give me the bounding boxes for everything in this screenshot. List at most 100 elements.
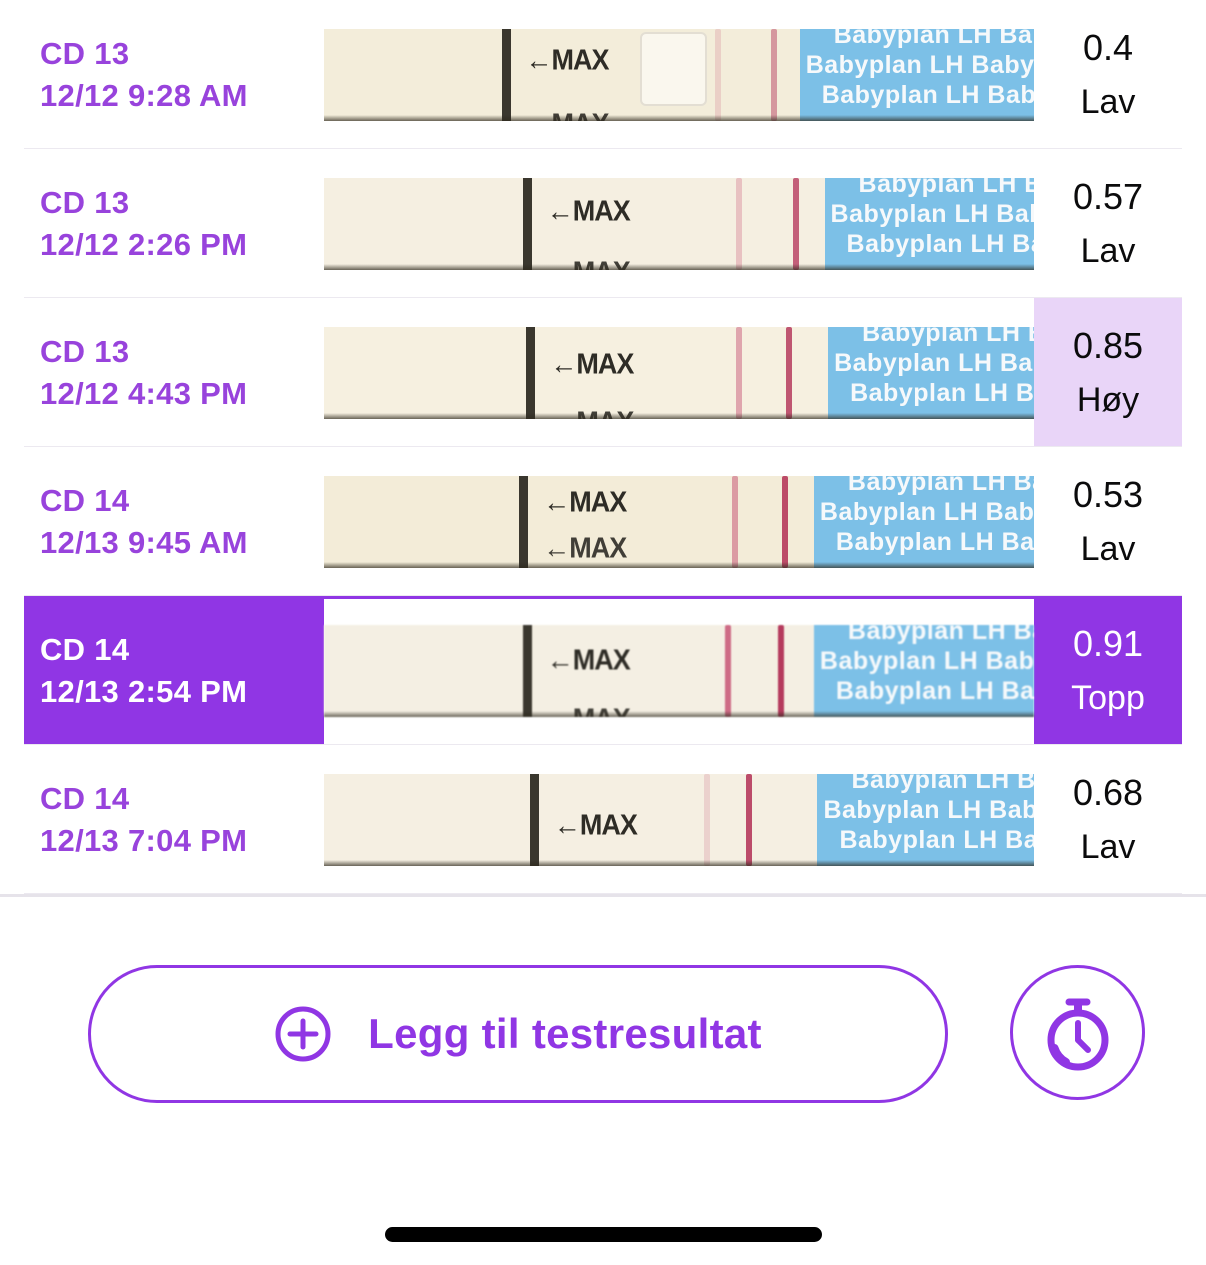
row-date-cell: CD 14 12/13 9:45 AM bbox=[24, 447, 324, 596]
brand-text: Babyplan LH Babyplan bbox=[862, 326, 1034, 347]
row-date-cell: CD 13 12/12 4:43 PM bbox=[24, 298, 324, 447]
control-line bbox=[778, 624, 785, 717]
lh-test-strip: ←MAX ←MAX Babyplan LH Babyplan Babyplan … bbox=[324, 326, 1034, 419]
row-date-cell: CD 14 12/13 2:54 PM bbox=[24, 596, 324, 745]
max-arrow-label: ←MAX bbox=[554, 774, 637, 775]
result-status: Lav bbox=[1080, 828, 1136, 866]
lh-test-strip: ←MAX ←MAX Babyplan LH Babyplan Babyplan … bbox=[324, 177, 1034, 270]
result-value-cell: 0.53 Lav bbox=[1034, 447, 1182, 596]
brand-text: Babyplan LH Babyplan bbox=[834, 348, 1034, 377]
max-arrow-label: ←MAX bbox=[550, 407, 634, 419]
test-line bbox=[703, 773, 710, 866]
result-value-cell: 0.91 Topp bbox=[1034, 596, 1182, 745]
test-strip-photo: ←MAX ←MAX Babyplan LH Babyplan Babyplan … bbox=[324, 0, 1034, 149]
brand-text: Babyplan LH Babyplan bbox=[805, 50, 1034, 79]
datetime-label: 12/13 2:54 PM bbox=[40, 673, 248, 709]
result-value: 0.91 bbox=[1072, 623, 1144, 664]
brand-text: Babyplan LH Babyplan bbox=[847, 475, 1034, 496]
datetime-label: 12/12 2:26 PM bbox=[40, 226, 248, 262]
result-status: Topp bbox=[1071, 679, 1145, 717]
control-line bbox=[792, 177, 799, 270]
brand-text: Babyplan LH Babyplan bbox=[819, 646, 1034, 675]
row-date-cell: CD 13 12/12 2:26 PM bbox=[24, 149, 324, 298]
max-arrow-label: ←MAX bbox=[546, 643, 631, 676]
result-status: Høy bbox=[1076, 381, 1140, 419]
test-line bbox=[714, 28, 721, 121]
max-line-marker bbox=[522, 624, 532, 717]
test-results-list: CD 13 12/12 9:28 AM ←MAX ←MAX Babyplan L… bbox=[0, 0, 1206, 894]
cycle-day-label: CD 13 bbox=[40, 333, 130, 369]
brand-text: Babyplan LH Babyplan bbox=[846, 229, 1034, 258]
max-arrow-label: ←MAX bbox=[543, 485, 627, 518]
brand-text: Babyplan LH Babyplan bbox=[835, 676, 1034, 705]
result-value: 0.68 bbox=[1072, 772, 1144, 813]
max-arrow-label: ←MAX bbox=[543, 531, 627, 564]
test-strip-photo: ←MAX ←MAX Babyplan LH Babyplan Babyplan … bbox=[324, 298, 1034, 447]
max-arrow-label: ←MAX bbox=[553, 809, 638, 842]
brand-text: Babyplan LH Babyplan bbox=[819, 497, 1034, 526]
test-strip-photo: ←MAX ←MAX Babyplan LH Babyplan Babyplan … bbox=[324, 596, 1034, 745]
max-arrow-label: ←MAX bbox=[547, 256, 631, 270]
max-arrow-label: ←MAX bbox=[526, 109, 610, 121]
babyplan-brand-area: Babyplan LH Babyplan Babyplan LH Babypla… bbox=[817, 773, 1034, 866]
add-test-result-button[interactable]: Legg til testresultat bbox=[88, 965, 948, 1103]
result-value: 0.53 bbox=[1072, 474, 1144, 515]
brand-text: Babyplan LH Babyplan bbox=[830, 199, 1034, 228]
lh-test-strip: ←MAX ←MAX Babyplan LH Babyplan Babyplan … bbox=[324, 624, 1034, 717]
babyplan-brand-area: Babyplan LH Babyplan Babyplan LH Babypla… bbox=[813, 475, 1034, 568]
result-value-cell: 0.57 Lav bbox=[1034, 149, 1182, 298]
result-value-cell: 0.68 Lav bbox=[1034, 745, 1182, 894]
lh-test-strip: ←MAX ←MAX Babyplan LH Babyplan Babyplan … bbox=[324, 773, 1034, 866]
brand-text: Babyplan LH Babyplan bbox=[851, 773, 1034, 794]
cycle-day-label: CD 14 bbox=[40, 780, 130, 816]
brand-text: Babyplan LH Babyplan bbox=[821, 80, 1034, 109]
brand-text: Babyplan LH Babyplan bbox=[847, 624, 1034, 645]
max-line-marker bbox=[526, 326, 536, 419]
cycle-day-label: CD 13 bbox=[40, 35, 130, 71]
cycle-day-label: CD 14 bbox=[40, 482, 130, 518]
max-arrow-label: ←MAX bbox=[547, 703, 631, 717]
babyplan-brand-area: Babyplan LH Babyplan Babyplan LH Babypla… bbox=[824, 177, 1034, 270]
max-arrow-label: ←MAX bbox=[525, 44, 610, 76]
max-line-marker bbox=[519, 475, 529, 568]
test-line bbox=[735, 177, 742, 270]
control-line bbox=[785, 326, 792, 419]
list-footer-divider bbox=[0, 894, 1206, 897]
control-line bbox=[746, 773, 753, 866]
test-result-row[interactable]: CD 13 12/12 2:26 PM ←MAX ←MAX Babyplan L… bbox=[0, 149, 1206, 298]
brand-text: Babyplan LH Babyplan bbox=[823, 795, 1034, 824]
home-indicator[interactable] bbox=[385, 1227, 822, 1242]
result-value-cell: 0.4 Lav bbox=[1034, 0, 1182, 149]
test-result-row[interactable]: CD 14 12/13 7:04 PM ←MAX ←MAX Babyplan L… bbox=[0, 745, 1206, 894]
brand-text: Babyplan LH Babyplan bbox=[835, 527, 1034, 556]
test-strip-photo: ←MAX ←MAX Babyplan LH Babyplan Babyplan … bbox=[324, 149, 1034, 298]
cycle-day-label: CD 14 bbox=[40, 631, 130, 667]
plus-circle-icon bbox=[275, 1006, 331, 1062]
test-result-row[interactable]: CD 14 12/13 9:45 AM ←MAX ←MAX Babyplan L… bbox=[0, 447, 1206, 596]
result-status: Lav bbox=[1080, 530, 1136, 568]
datetime-label: 12/12 4:43 PM bbox=[40, 375, 248, 411]
test-result-row[interactable]: CD 13 12/12 9:28 AM ←MAX ←MAX Babyplan L… bbox=[0, 0, 1206, 149]
strip-sticker bbox=[639, 32, 708, 106]
add-test-result-label: Legg til testresultat bbox=[368, 1010, 762, 1057]
result-status: Lav bbox=[1080, 232, 1136, 270]
brand-text: Babyplan LH Babyplan bbox=[839, 825, 1034, 854]
control-line bbox=[781, 475, 788, 568]
test-result-row[interactable]: CD 13 12/12 4:43 PM ←MAX ←MAX Babyplan L… bbox=[0, 298, 1206, 447]
lh-test-strip: ←MAX ←MAX Babyplan LH Babyplan Babyplan … bbox=[324, 28, 1034, 121]
test-line bbox=[732, 475, 739, 568]
result-value: 0.85 bbox=[1072, 325, 1144, 366]
datetime-label: 12/13 7:04 PM bbox=[40, 822, 248, 858]
result-value: 0.57 bbox=[1072, 176, 1144, 217]
test-line bbox=[735, 326, 742, 419]
lh-test-strip: ←MAX ←MAX Babyplan LH Babyplan Babyplan … bbox=[324, 475, 1034, 568]
brand-text: Babyplan LH Babyplan bbox=[850, 378, 1034, 407]
test-result-row-selected[interactable]: CD 14 12/13 2:54 PM ←MAX ←MAX Babyplan L… bbox=[0, 596, 1206, 745]
stopwatch-icon bbox=[1047, 998, 1108, 1070]
timer-button[interactable] bbox=[1010, 965, 1145, 1100]
max-line-marker bbox=[529, 773, 539, 866]
result-value-cell: 0.85 Høy bbox=[1034, 298, 1182, 447]
brand-text: Babyplan LH Babyplan bbox=[833, 28, 1034, 49]
max-line-marker bbox=[522, 177, 532, 270]
